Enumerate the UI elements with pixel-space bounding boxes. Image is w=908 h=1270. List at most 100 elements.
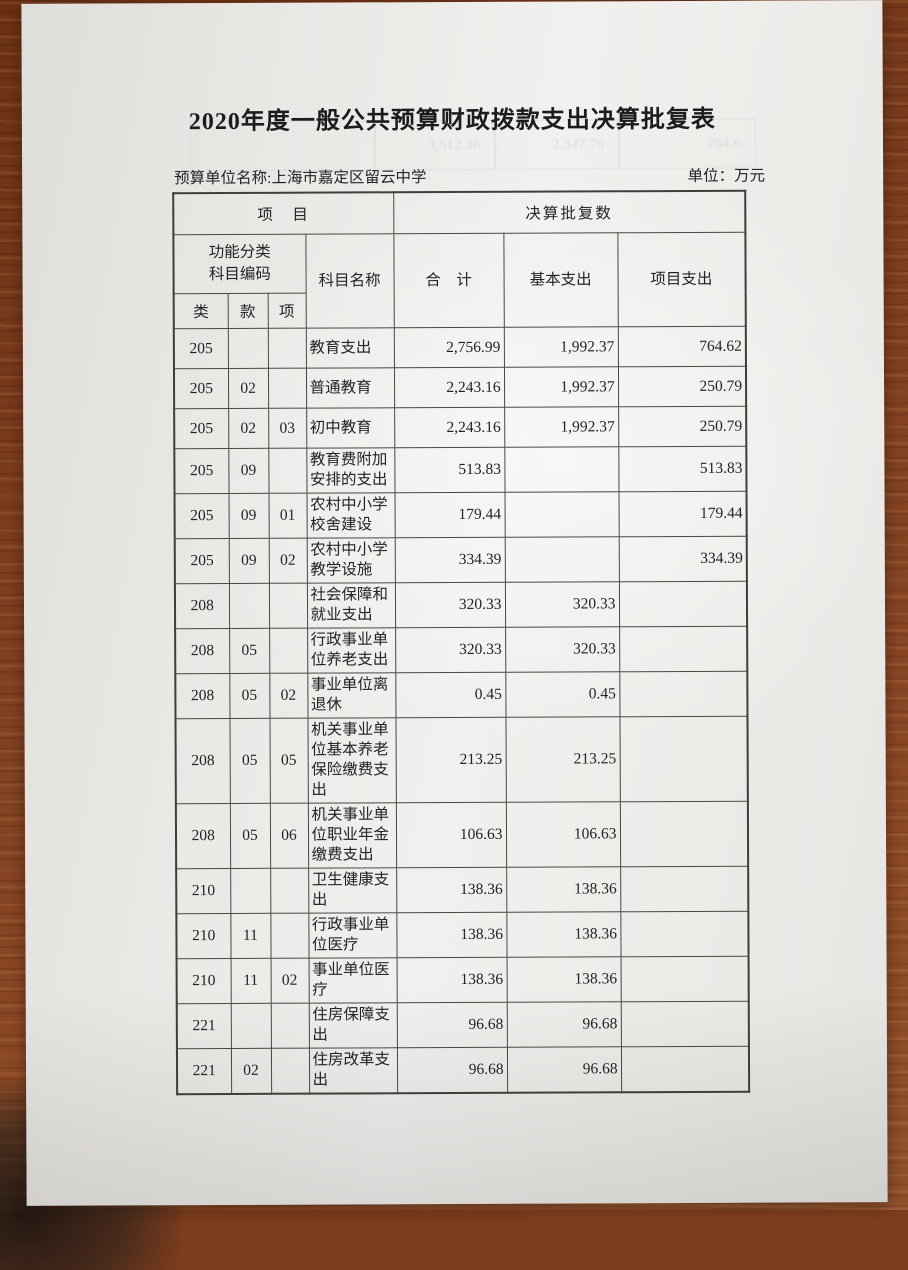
total-value-cell: 213.25 bbox=[395, 717, 506, 803]
project-value-cell: 250.79 bbox=[618, 406, 747, 447]
code-item-cell: 02 bbox=[270, 958, 309, 1004]
budget-unit-name: 预算单位名称:上海市嘉定区留云中学 bbox=[174, 169, 427, 188]
code-section-cell: 02 bbox=[228, 408, 269, 449]
project-value-cell bbox=[619, 671, 748, 717]
code-class-cell: 205 bbox=[174, 408, 229, 449]
basic-value-cell bbox=[504, 536, 619, 583]
header-total: 合 计 bbox=[393, 233, 504, 328]
code-class-cell: 210 bbox=[176, 868, 231, 914]
basic-value-cell: 0.45 bbox=[505, 671, 620, 718]
subject-name-cell: 行政事业单位医疗 bbox=[308, 912, 397, 959]
basic-value-cell: 106.63 bbox=[505, 801, 621, 868]
subject-name-cell: 普通教育 bbox=[305, 367, 395, 409]
total-value-cell: 96.68 bbox=[396, 1002, 507, 1048]
project-value-cell: 513.83 bbox=[618, 446, 747, 492]
code-section-cell: 02 bbox=[227, 368, 269, 409]
code-class-cell: 205 bbox=[173, 328, 228, 369]
subject-name-cell: 农村中小学教学设施 bbox=[306, 537, 395, 584]
subject-name-cell: 机关事业单位基本养老保险缴费支出 bbox=[307, 717, 396, 804]
code-class-cell: 221 bbox=[176, 1003, 231, 1049]
header-project-expenditure: 项目支出 bbox=[617, 232, 746, 327]
subject-name-cell: 社会保障和就业支出 bbox=[306, 582, 396, 629]
code-item-cell: 06 bbox=[269, 803, 309, 869]
code-section-cell: 05 bbox=[229, 673, 270, 719]
basic-value-cell: 96.68 bbox=[506, 1001, 621, 1048]
code-class-cell: 205 bbox=[174, 538, 229, 584]
header-item-group: 项 目 bbox=[173, 192, 394, 235]
basic-value-cell: 213.25 bbox=[505, 716, 620, 803]
total-value-cell: 138.36 bbox=[396, 912, 507, 958]
code-section-cell bbox=[230, 868, 271, 914]
header-function-code: 功能分类 科目编码 bbox=[173, 234, 306, 294]
code-section-cell: 09 bbox=[228, 538, 269, 584]
table-row: 210 卫生健康支出 138.36 138.36 bbox=[176, 866, 749, 914]
code-class-cell: 208 bbox=[175, 628, 230, 674]
project-value-cell bbox=[620, 956, 749, 1002]
header-item: 项 bbox=[267, 293, 306, 329]
code-section-cell bbox=[230, 1003, 271, 1049]
header-section: 款 bbox=[227, 293, 268, 329]
budget-table-body: 205 教育支出 2,756.99 1,992.37 764.62 205 02 普通教育 2,… bbox=[173, 326, 750, 1095]
code-class-cell: 221 bbox=[176, 1048, 232, 1095]
basic-value-cell: 96.68 bbox=[506, 1046, 622, 1093]
code-section-cell: 09 bbox=[228, 493, 269, 539]
basic-value-cell: 138.36 bbox=[506, 911, 621, 958]
project-value-cell: 334.39 bbox=[618, 536, 747, 582]
code-class-cell: 208 bbox=[175, 673, 230, 719]
code-class-cell: 210 bbox=[176, 958, 231, 1004]
subject-name-cell: 初中教育 bbox=[306, 407, 395, 449]
table-row: 205 09 02 农村中小学教学设施 334.39 334.39 bbox=[174, 536, 747, 584]
code-item-cell bbox=[270, 868, 309, 914]
basic-value-cell bbox=[504, 446, 619, 493]
project-value-cell bbox=[620, 866, 749, 912]
header-function-code-line2: 科目编码 bbox=[208, 265, 271, 284]
project-value-cell: 179.44 bbox=[618, 491, 747, 537]
total-value-cell: 513.83 bbox=[394, 447, 505, 493]
project-value-cell: 764.62 bbox=[617, 326, 746, 367]
code-class-cell: 210 bbox=[176, 913, 231, 959]
subject-name-cell: 行政事业单位养老支出 bbox=[307, 627, 396, 674]
total-value-cell: 2,243.16 bbox=[393, 367, 505, 408]
code-item-cell bbox=[267, 328, 306, 369]
code-item-cell bbox=[270, 913, 309, 959]
code-item-cell bbox=[270, 1003, 309, 1049]
subject-name-cell: 农村中小学校舍建设 bbox=[306, 492, 395, 539]
code-item-cell bbox=[268, 583, 308, 629]
total-value-cell: 138.36 bbox=[396, 867, 507, 913]
code-item-cell: 03 bbox=[268, 408, 307, 449]
code-item-cell: 05 bbox=[269, 718, 308, 804]
code-class-cell: 208 bbox=[174, 583, 230, 629]
subject-name-cell: 教育费附加安排的支出 bbox=[306, 447, 395, 494]
code-item-cell: 02 bbox=[268, 538, 307, 584]
code-class-cell: 208 bbox=[175, 718, 230, 804]
subject-name-cell: 卫生健康支出 bbox=[308, 867, 397, 914]
paper-document: 3,512.36 2,347.76 764.6 2020年度一般公共预算财政拨款… bbox=[21, 0, 888, 1206]
total-value-cell: 2,756.99 bbox=[393, 327, 504, 368]
total-value-cell: 106.63 bbox=[395, 802, 507, 868]
basic-value-cell: 138.36 bbox=[506, 866, 621, 913]
code-section-cell: 05 bbox=[229, 803, 271, 869]
meta-row: 预算单位名称:上海市嘉定区留云中学 单位：万元 bbox=[174, 164, 765, 189]
code-section-cell: 11 bbox=[230, 958, 271, 1004]
subject-name-cell: 住房保障支出 bbox=[308, 1002, 397, 1049]
header-approval-group: 决算批复数 bbox=[393, 190, 746, 234]
basic-value-cell: 1,992.37 bbox=[503, 366, 619, 408]
table-row: 205 02 03 初中教育 2,243.16 1,992.37 250.79 bbox=[174, 406, 747, 449]
table-row: 208 05 05 机关事业单位基本养老保险缴费支出 213.25 213.25 bbox=[175, 716, 748, 804]
total-value-cell: 0.45 bbox=[395, 672, 506, 718]
code-section-cell: 05 bbox=[229, 718, 270, 804]
table-row: 205 教育支出 2,756.99 1,992.37 764.62 bbox=[173, 326, 746, 369]
subject-name-cell: 机关事业单位职业年金缴费支出 bbox=[307, 802, 397, 869]
table-row: 221 住房保障支出 96.68 96.68 bbox=[176, 1001, 749, 1049]
code-section-cell: 09 bbox=[228, 448, 269, 494]
basic-value-cell: 1,992.37 bbox=[504, 406, 619, 448]
total-value-cell: 334.39 bbox=[394, 537, 505, 583]
table-row: 208 社会保障和就业支出 320.33 320.33 bbox=[174, 581, 748, 629]
code-section-cell: 02 bbox=[230, 1048, 272, 1094]
code-item-cell bbox=[270, 1048, 310, 1094]
project-value-cell bbox=[618, 581, 748, 627]
code-class-cell: 205 bbox=[174, 493, 229, 539]
basic-value-cell: 320.33 bbox=[505, 626, 620, 673]
header-subject-name: 科目名称 bbox=[305, 233, 394, 329]
